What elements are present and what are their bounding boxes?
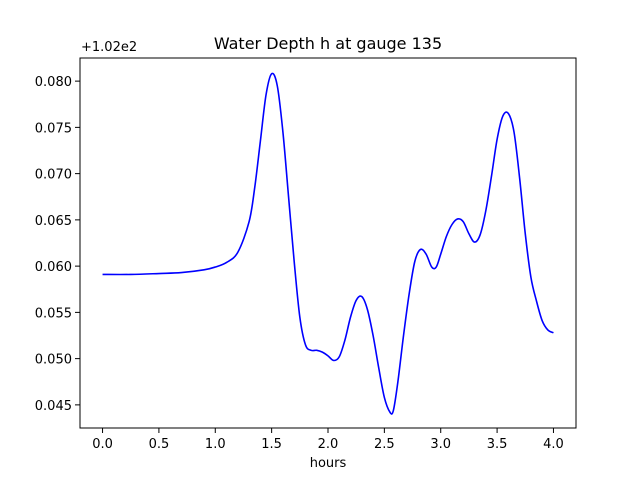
x-tick-label: 4.0 [543, 437, 564, 452]
x-axis-title: hours [310, 456, 347, 471]
x-tick-label: 1.0 [205, 437, 226, 452]
chart-title: Water Depth h at gauge 135 [214, 34, 442, 53]
x-tick-label: 0.5 [149, 437, 170, 452]
y-tick-label: 0.050 [35, 353, 72, 368]
x-tick-label: 0.0 [92, 437, 113, 452]
y-tick-label: 0.075 [35, 121, 72, 136]
y-tick-label: 0.060 [35, 260, 72, 275]
y-offset-label: +1.02e2 [81, 40, 137, 55]
y-tick-label: 0.065 [35, 214, 72, 229]
series-line [102, 72, 554, 415]
x-tick-label: 2.0 [318, 437, 339, 452]
y-tick-label: 0.045 [35, 399, 72, 414]
x-tick-label: 3.5 [487, 437, 508, 452]
y-tick-label: 0.070 [35, 168, 72, 183]
x-tick-label: 1.5 [261, 437, 282, 452]
x-axis-ticks: 0.0 0.5 1.0 1.5 2.0 2.5 3.0 3.5 4.0 [92, 428, 564, 452]
y-axis-ticks: 0.045 0.050 0.055 0.060 0.065 0.070 0.075 0.080 [35, 75, 80, 414]
y-tick-label: 0.055 [35, 306, 72, 321]
x-tick-label: 3.0 [430, 437, 451, 452]
y-tick-label: 0.080 [35, 75, 72, 90]
x-tick-label: 2.5 [374, 437, 395, 452]
